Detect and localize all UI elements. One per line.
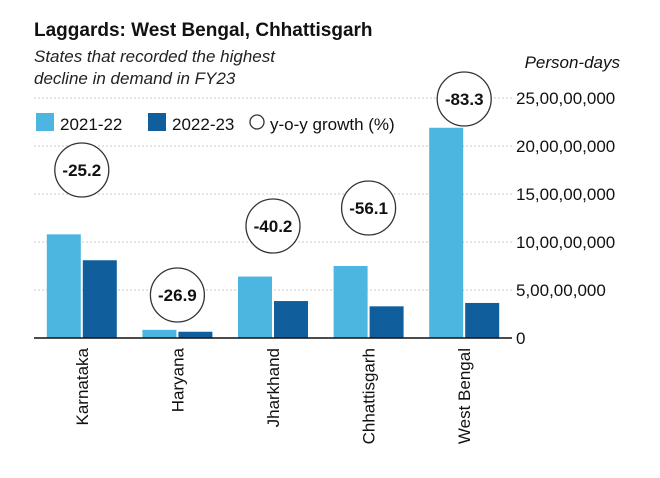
chart-title: Laggards: West Bengal, Chhattisgarh — [34, 20, 373, 41]
x-tick-label-chhattisgarh: Chhattisgarh — [360, 348, 379, 444]
bar-west-bengal-2022-23 — [465, 302, 500, 338]
bar-chhattisgarh-2022-23 — [369, 306, 404, 338]
growth-bubble-west-bengal — [436, 71, 492, 127]
growth-label-jharkhand: -40.2 — [254, 217, 293, 236]
y-tick-label: 0 — [516, 329, 525, 348]
bars — [46, 127, 500, 338]
y-tick-label: 10,00,00,000 — [516, 233, 615, 252]
bar-haryana-2021-22 — [142, 329, 177, 338]
y-tick-label: 15,00,00,000 — [516, 185, 615, 204]
y-axis-unit-label: Person-days — [525, 53, 621, 72]
bar-haryana-2022-23 — [178, 331, 213, 338]
growth-label-west-bengal: -83.3 — [445, 90, 484, 109]
legend-swatch-2021-22 — [36, 113, 54, 131]
growth-label-karnataka: -25.2 — [62, 161, 101, 180]
growth-bubble-haryana — [149, 267, 206, 323]
chart-subtitle-line-2: decline in demand in FY23 — [34, 69, 236, 88]
bar-chhattisgarh-2021-22 — [333, 266, 368, 338]
y-tick-label: 20,00,00,000 — [516, 137, 615, 156]
bar-karnataka-2022-23 — [82, 260, 117, 338]
legend-growth-circle-icon — [249, 114, 265, 130]
x-tick-label-west-bengal: West Bengal — [455, 348, 474, 444]
legend-label-2022-23: 2022-23 — [172, 115, 234, 134]
growth-label-chhattisgarh: -56.1 — [349, 199, 388, 218]
x-tick-label-haryana: Haryana — [168, 347, 187, 412]
y-tick-label: 25,00,00,000 — [516, 89, 615, 108]
legend-label-2021-22: 2021-22 — [60, 115, 122, 134]
growth-bubble-jharkhand — [245, 198, 301, 254]
growth-bubble-chhattisgarh — [340, 180, 397, 236]
x-axis-labels: Karnataka Haryana Jharkhand Chhattisgarh Wes… — [73, 347, 474, 444]
bar-jharkhand-2022-23 — [274, 301, 308, 338]
x-tick-label-jharkhand: Jharkhand — [264, 348, 283, 427]
y-axis-ticks: 0 5,00,00,000 10,00,00,000 15,00,00,000 20,0… — [516, 89, 615, 348]
growth-bubble-karnataka — [54, 142, 110, 198]
bar-jharkhand-2021-22 — [238, 276, 272, 338]
legend-swatch-2022-23 — [148, 113, 166, 131]
legend-label-growth: y-o-y growth (%) — [270, 115, 395, 134]
y-tick-label: 5,00,00,000 — [516, 281, 606, 300]
bar-karnataka-2021-22 — [46, 234, 81, 338]
chart-subtitle-line-1: States that recorded the highest — [34, 47, 276, 66]
x-tick-label-karnataka: Karnataka — [73, 347, 92, 425]
growth-label-haryana: -26.9 — [158, 286, 197, 305]
legend: 2021-22 2022-23 y-o-y growth (%) — [36, 113, 395, 134]
bar-west-bengal-2021-22 — [429, 127, 464, 338]
growth-markers: -25.2 -26.9 -40.2 -56.1 -83.3 — [54, 71, 492, 323]
